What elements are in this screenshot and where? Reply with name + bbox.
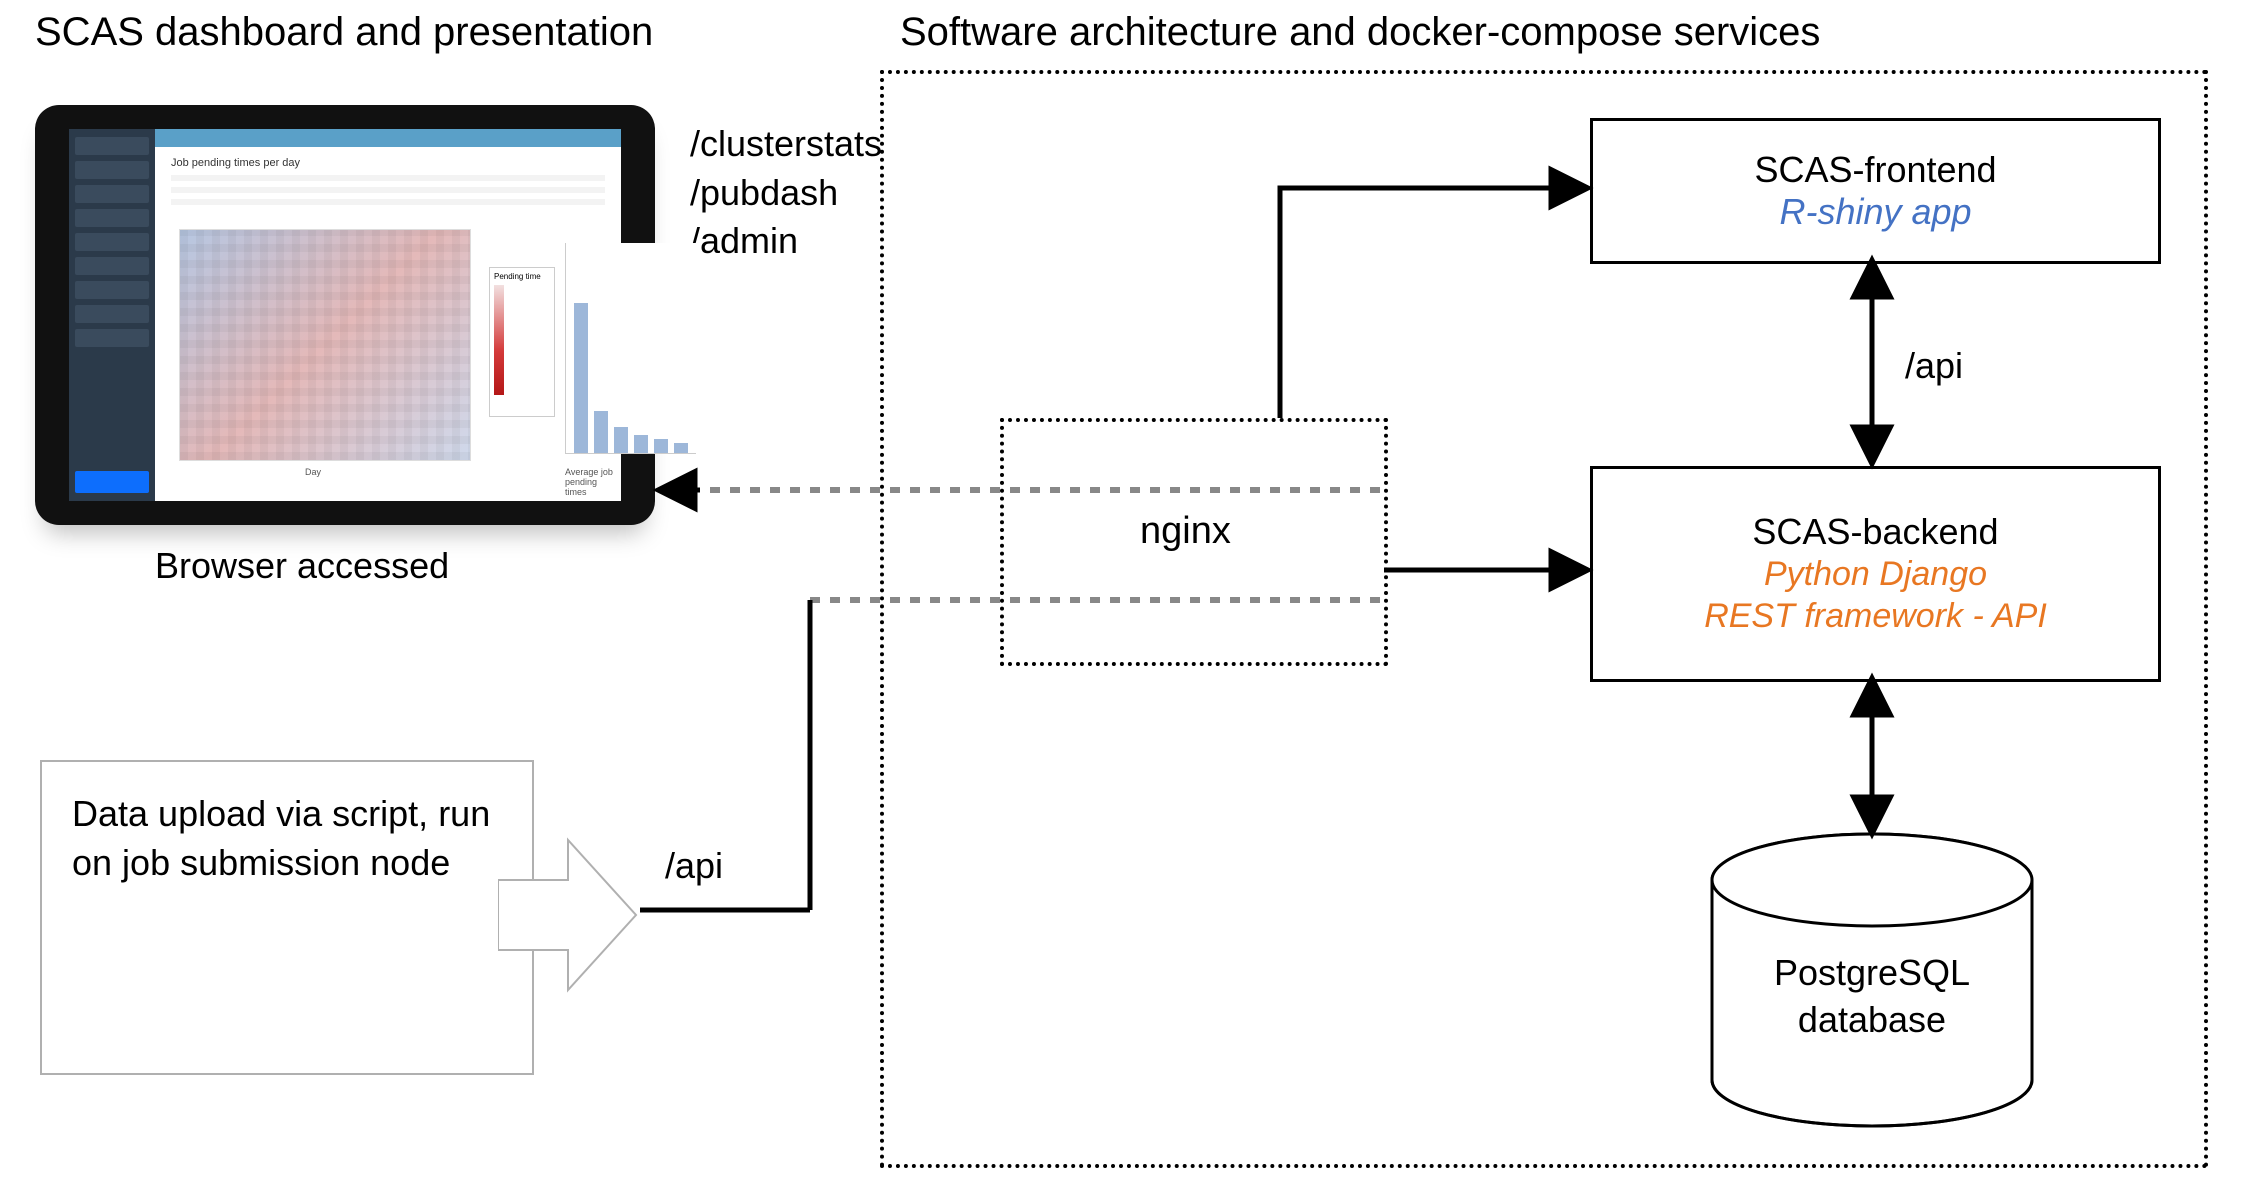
sidebar-button	[75, 471, 149, 493]
frontend-subtitle: R-shiny app	[1779, 191, 1971, 233]
tablet-blurb	[171, 175, 605, 205]
sidebar-item	[75, 233, 149, 251]
bar	[674, 443, 688, 453]
browser-routes: /clusterstats /pubdash /admin	[690, 120, 882, 266]
sidebar-item	[75, 305, 149, 323]
database-label: PostgreSQL database	[1707, 950, 2037, 1044]
tablet-topbar	[155, 129, 621, 147]
sidebar-item	[75, 257, 149, 275]
bar	[594, 411, 608, 453]
sidebar-item	[75, 185, 149, 203]
heatmap-xlabel: Day	[305, 467, 321, 477]
api-label-mid: /api	[1905, 345, 1963, 387]
sidebar-item	[75, 161, 149, 179]
browser-caption: Browser accessed	[155, 545, 449, 587]
api-label-upload: /api	[665, 845, 723, 887]
sidebar-item	[75, 209, 149, 227]
frontend-title: SCAS-frontend	[1754, 149, 1996, 191]
diagram-canvas: SCAS dashboard and presentation Software…	[0, 0, 2244, 1181]
sidebar-item	[75, 137, 149, 155]
nginx-label: nginx	[1140, 510, 1231, 553]
upload-box: Data upload via script, run on job submi…	[40, 760, 534, 1075]
tablet-page-title: Job pending times per day	[171, 157, 300, 169]
bar	[614, 427, 628, 453]
bar-chart	[565, 243, 696, 454]
heatmap-chart	[179, 229, 471, 461]
db-line1: PostgreSQL	[1774, 952, 1970, 993]
sidebar-item	[75, 281, 149, 299]
tablet-main: Job pending times per day Pending time	[155, 129, 621, 501]
legend-gradient	[494, 285, 504, 395]
upload-arrow-icon	[498, 830, 638, 1000]
upload-text: Data upload via script, run on job submi…	[72, 793, 490, 883]
backend-box: SCAS-backend Python Django REST framewor…	[1590, 466, 2161, 682]
right-title: Software architecture and docker-compose…	[900, 10, 1820, 55]
heatmap-legend: Pending time	[489, 267, 555, 417]
left-title: SCAS dashboard and presentation	[35, 10, 653, 55]
backend-title: SCAS-backend	[1752, 511, 1998, 553]
db-line2: database	[1798, 999, 1946, 1040]
backend-subtitle-1: Python Django	[1764, 553, 1987, 596]
bar	[654, 439, 668, 453]
tablet-content: Job pending times per day Pending time	[155, 147, 621, 501]
tablet-screen: Job pending times per day Pending time	[69, 129, 621, 501]
legend-title: Pending time	[494, 272, 550, 281]
sidebar-item	[75, 329, 149, 347]
backend-subtitle-2: REST framework - API	[1704, 595, 2047, 638]
tablet-sidebar	[69, 129, 155, 501]
bar-xlabel: Average job pending times	[565, 467, 621, 497]
bar	[574, 303, 588, 453]
frontend-box: SCAS-frontend R-shiny app	[1590, 118, 2161, 264]
bar	[634, 435, 648, 453]
tablet-mock: Job pending times per day Pending time	[35, 105, 655, 525]
